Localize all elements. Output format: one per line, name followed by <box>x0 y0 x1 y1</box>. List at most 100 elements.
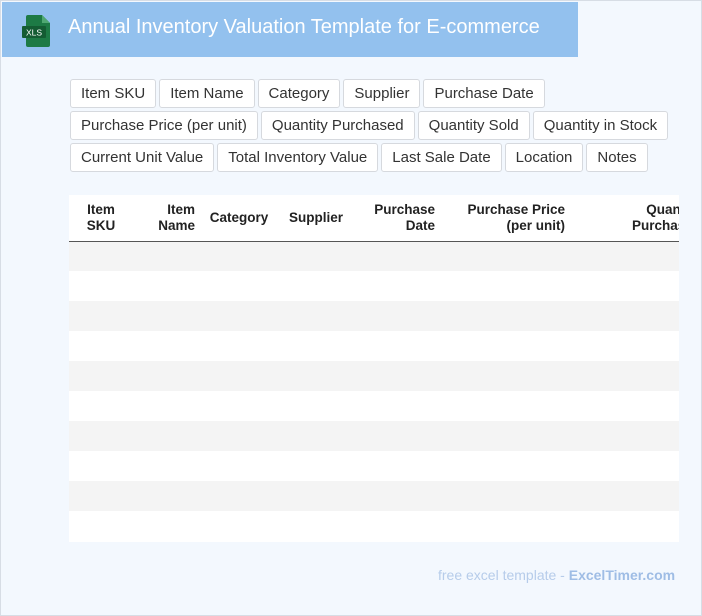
tag-item-sku[interactable]: Item SKU <box>70 79 157 108</box>
table-cell[interactable] <box>275 481 351 511</box>
table-cell[interactable] <box>69 331 133 361</box>
table-cell[interactable] <box>69 511 133 541</box>
xls-file-icon: XLS <box>22 15 50 47</box>
table-cell[interactable] <box>351 391 443 421</box>
tag-location[interactable]: Location <box>504 143 584 172</box>
tag-category[interactable]: Category <box>257 79 341 108</box>
table-cell[interactable] <box>443 241 573 271</box>
tag-purchase-date[interactable]: Purchase Date <box>423 79 545 108</box>
table-cell[interactable] <box>573 301 679 331</box>
table-cell[interactable] <box>275 511 351 541</box>
table-cell[interactable] <box>69 301 133 331</box>
table-cell[interactable] <box>573 421 679 451</box>
table-cell[interactable] <box>69 451 133 481</box>
tag-total-inventory-value[interactable]: Total Inventory Value <box>217 143 379 172</box>
tag-quantity-sold[interactable]: Quantity Sold <box>417 111 530 140</box>
table-cell[interactable] <box>351 511 443 541</box>
table-cell[interactable] <box>203 241 275 271</box>
table-cell[interactable] <box>573 511 679 541</box>
footer-brand-link[interactable]: ExcelTimer.com <box>568 567 676 583</box>
table-cell[interactable] <box>69 361 133 391</box>
table-cell[interactable] <box>203 391 275 421</box>
table-cell[interactable] <box>443 361 573 391</box>
table-cell[interactable] <box>443 391 573 421</box>
table-cell[interactable] <box>275 271 351 301</box>
table-cell[interactable] <box>203 271 275 301</box>
table-cell[interactable] <box>351 271 443 301</box>
table-cell[interactable] <box>443 481 573 511</box>
table-cell[interactable] <box>443 511 573 541</box>
table-cell[interactable] <box>573 271 679 301</box>
table-cell[interactable] <box>573 331 679 361</box>
table-cell[interactable] <box>275 421 351 451</box>
table-cell[interactable] <box>275 331 351 361</box>
table-cell[interactable] <box>573 241 679 271</box>
table-cell[interactable] <box>133 391 203 421</box>
tag-supplier[interactable]: Supplier <box>343 79 421 108</box>
tag-row: Current Unit Value Total Inventory Value… <box>70 143 680 172</box>
table-row <box>69 361 679 391</box>
table-cell[interactable] <box>275 361 351 391</box>
column-header: Category <box>203 195 275 242</box>
table-cell[interactable] <box>69 391 133 421</box>
tag-current-unit-value[interactable]: Current Unit Value <box>70 143 215 172</box>
table-cell[interactable] <box>133 361 203 391</box>
table-cell[interactable] <box>133 451 203 481</box>
table-cell[interactable] <box>443 331 573 361</box>
table-cell[interactable] <box>203 331 275 361</box>
tag-purchase-price[interactable]: Purchase Price (per unit) <box>70 111 258 140</box>
table-cell[interactable] <box>203 451 275 481</box>
table-header-row: Item SKU Item Name Category Supplier Pur… <box>69 195 679 242</box>
table-cell[interactable] <box>351 301 443 331</box>
column-header: Purchase Price (per unit) <box>443 195 573 242</box>
table-cell[interactable] <box>69 421 133 451</box>
table-cell[interactable] <box>69 271 133 301</box>
tag-quantity-in-stock[interactable]: Quantity in Stock <box>532 111 669 140</box>
table-cell[interactable] <box>351 331 443 361</box>
table-cell[interactable] <box>573 361 679 391</box>
column-header: Supplier <box>275 195 351 242</box>
table-cell[interactable] <box>203 481 275 511</box>
tag-notes[interactable]: Notes <box>586 143 648 172</box>
table-row <box>69 301 679 331</box>
tag-last-sale-date[interactable]: Last Sale Date <box>381 143 502 172</box>
table-row <box>69 481 679 511</box>
table-cell[interactable] <box>133 271 203 301</box>
table-cell[interactable] <box>573 451 679 481</box>
header-bar: XLS Annual Inventory Valuation Template … <box>2 2 578 57</box>
table-cell[interactable] <box>275 451 351 481</box>
table-cell[interactable] <box>203 301 275 331</box>
table-cell[interactable] <box>351 241 443 271</box>
table-cell[interactable] <box>443 301 573 331</box>
table-cell[interactable] <box>133 241 203 271</box>
table-cell[interactable] <box>573 481 679 511</box>
table-cell[interactable] <box>203 511 275 541</box>
table-cell[interactable] <box>351 481 443 511</box>
column-tags: Item SKU Item Name Category Supplier Pur… <box>70 79 680 175</box>
table-cell[interactable] <box>573 391 679 421</box>
table-cell[interactable] <box>133 511 203 541</box>
table-cell[interactable] <box>133 421 203 451</box>
table-cell[interactable] <box>133 301 203 331</box>
table-cell[interactable] <box>133 481 203 511</box>
tag-item-name[interactable]: Item Name <box>159 79 255 108</box>
table-cell[interactable] <box>203 361 275 391</box>
inventory-table: Item SKU Item Name Category Supplier Pur… <box>69 195 679 541</box>
table-cell[interactable] <box>443 451 573 481</box>
table-cell[interactable] <box>443 421 573 451</box>
table-cell[interactable] <box>275 241 351 271</box>
inventory-table-container[interactable]: Item SKU Item Name Category Supplier Pur… <box>69 195 679 542</box>
footer-prefix: free excel template - <box>438 567 569 583</box>
table-cell[interactable] <box>69 241 133 271</box>
table-cell[interactable] <box>275 391 351 421</box>
table-cell[interactable] <box>351 361 443 391</box>
table-cell[interactable] <box>351 451 443 481</box>
table-row <box>69 391 679 421</box>
table-cell[interactable] <box>351 421 443 451</box>
table-cell[interactable] <box>133 331 203 361</box>
table-cell[interactable] <box>443 271 573 301</box>
tag-quantity-purchased[interactable]: Quantity Purchased <box>260 111 415 140</box>
table-cell[interactable] <box>275 301 351 331</box>
table-cell[interactable] <box>203 421 275 451</box>
table-cell[interactable] <box>69 481 133 511</box>
